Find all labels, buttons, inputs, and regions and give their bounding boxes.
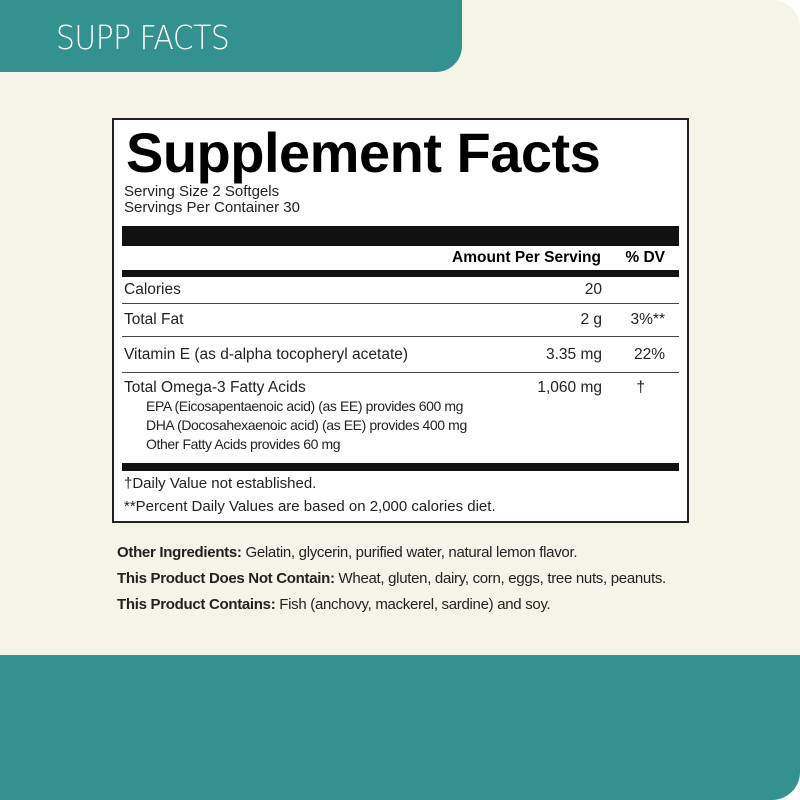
table-row: Total Fat 2 g 3%** [122,304,679,337]
table-row: Vitamin E (as d-alpha tocopheryl acetate… [122,337,679,373]
divider-thick [122,226,679,246]
ingredient-text: Gelatin, glycerin, purified water, natur… [241,544,578,561]
row-name: Calories [124,281,181,298]
sub-row: EPA (Eicosapentaenoic acid) (as EE) prov… [146,398,464,414]
facts-title: Supplement Facts [126,121,601,184]
does-not-contain: This Product Does Not Contain: Wheat, gl… [117,566,666,592]
col-amount: Amount Per Serving [452,249,601,266]
table-row: Calories 20 [122,277,679,304]
supplement-facts-label: Supplement Facts Serving Size 2 Softgels… [112,118,689,523]
omega-row: Total Omega-3 Fatty Acids 1,060 mg † EPA… [124,373,677,463]
contains: This Product Contains: Fish (anchovy, ma… [117,592,666,618]
table-row: Total Omega-3 Fatty Acids 1,060 mg † [122,379,679,397]
ingredient-text: Fish (anchovy, mackerel, sardine) and so… [275,596,551,613]
serving-size: Serving Size 2 Softgels [124,183,280,200]
row-amount: 1,060 mg [537,379,602,396]
bottom-band [0,655,800,800]
sub-row: Other Fatty Acids provides 60 mg [146,436,341,452]
divider [122,270,679,277]
tab-label: SUPP FACTS [56,18,230,57]
row-name: Vitamin E (as d-alpha tocopheryl acetate… [124,345,409,363]
other-ingredients: Other Ingredients: Gelatin, glycerin, pu… [117,540,666,566]
row-dv: † [636,379,645,396]
ingredient-label: This Product Contains: [117,596,276,613]
ingredient-label: Other Ingredients: [117,544,242,561]
sub-row: DHA (Docosahexaenoic acid) (as EE) provi… [146,417,467,433]
ingredient-label: This Product Does Not Contain: [117,570,335,587]
row-dv: 22% [633,345,665,363]
ingredient-text: Wheat, gluten, dairy, corn, eggs, tree n… [334,570,667,587]
footnote-dagger: †Daily Value not established. [124,475,317,492]
row-amount: 3.35 mg [545,345,602,363]
row-name: Total Fat [124,311,184,328]
footnote-dv: **Percent Daily Values are based on 2,00… [124,498,496,515]
row-dv: 3%** [630,311,665,328]
row-name: Total Omega-3 Fatty Acids [124,379,306,396]
col-dv: % DV [625,249,665,266]
row-amount: 20 [584,281,602,298]
header-tab: SUPP FACTS [0,0,462,72]
row-amount: 2 g [580,311,602,328]
ingredients: Other Ingredients: Gelatin, glycerin, pu… [117,540,666,618]
column-header: Amount Per Serving % DV [124,246,677,270]
servings-per-container: Servings Per Container 30 [124,199,300,216]
divider [122,463,679,471]
